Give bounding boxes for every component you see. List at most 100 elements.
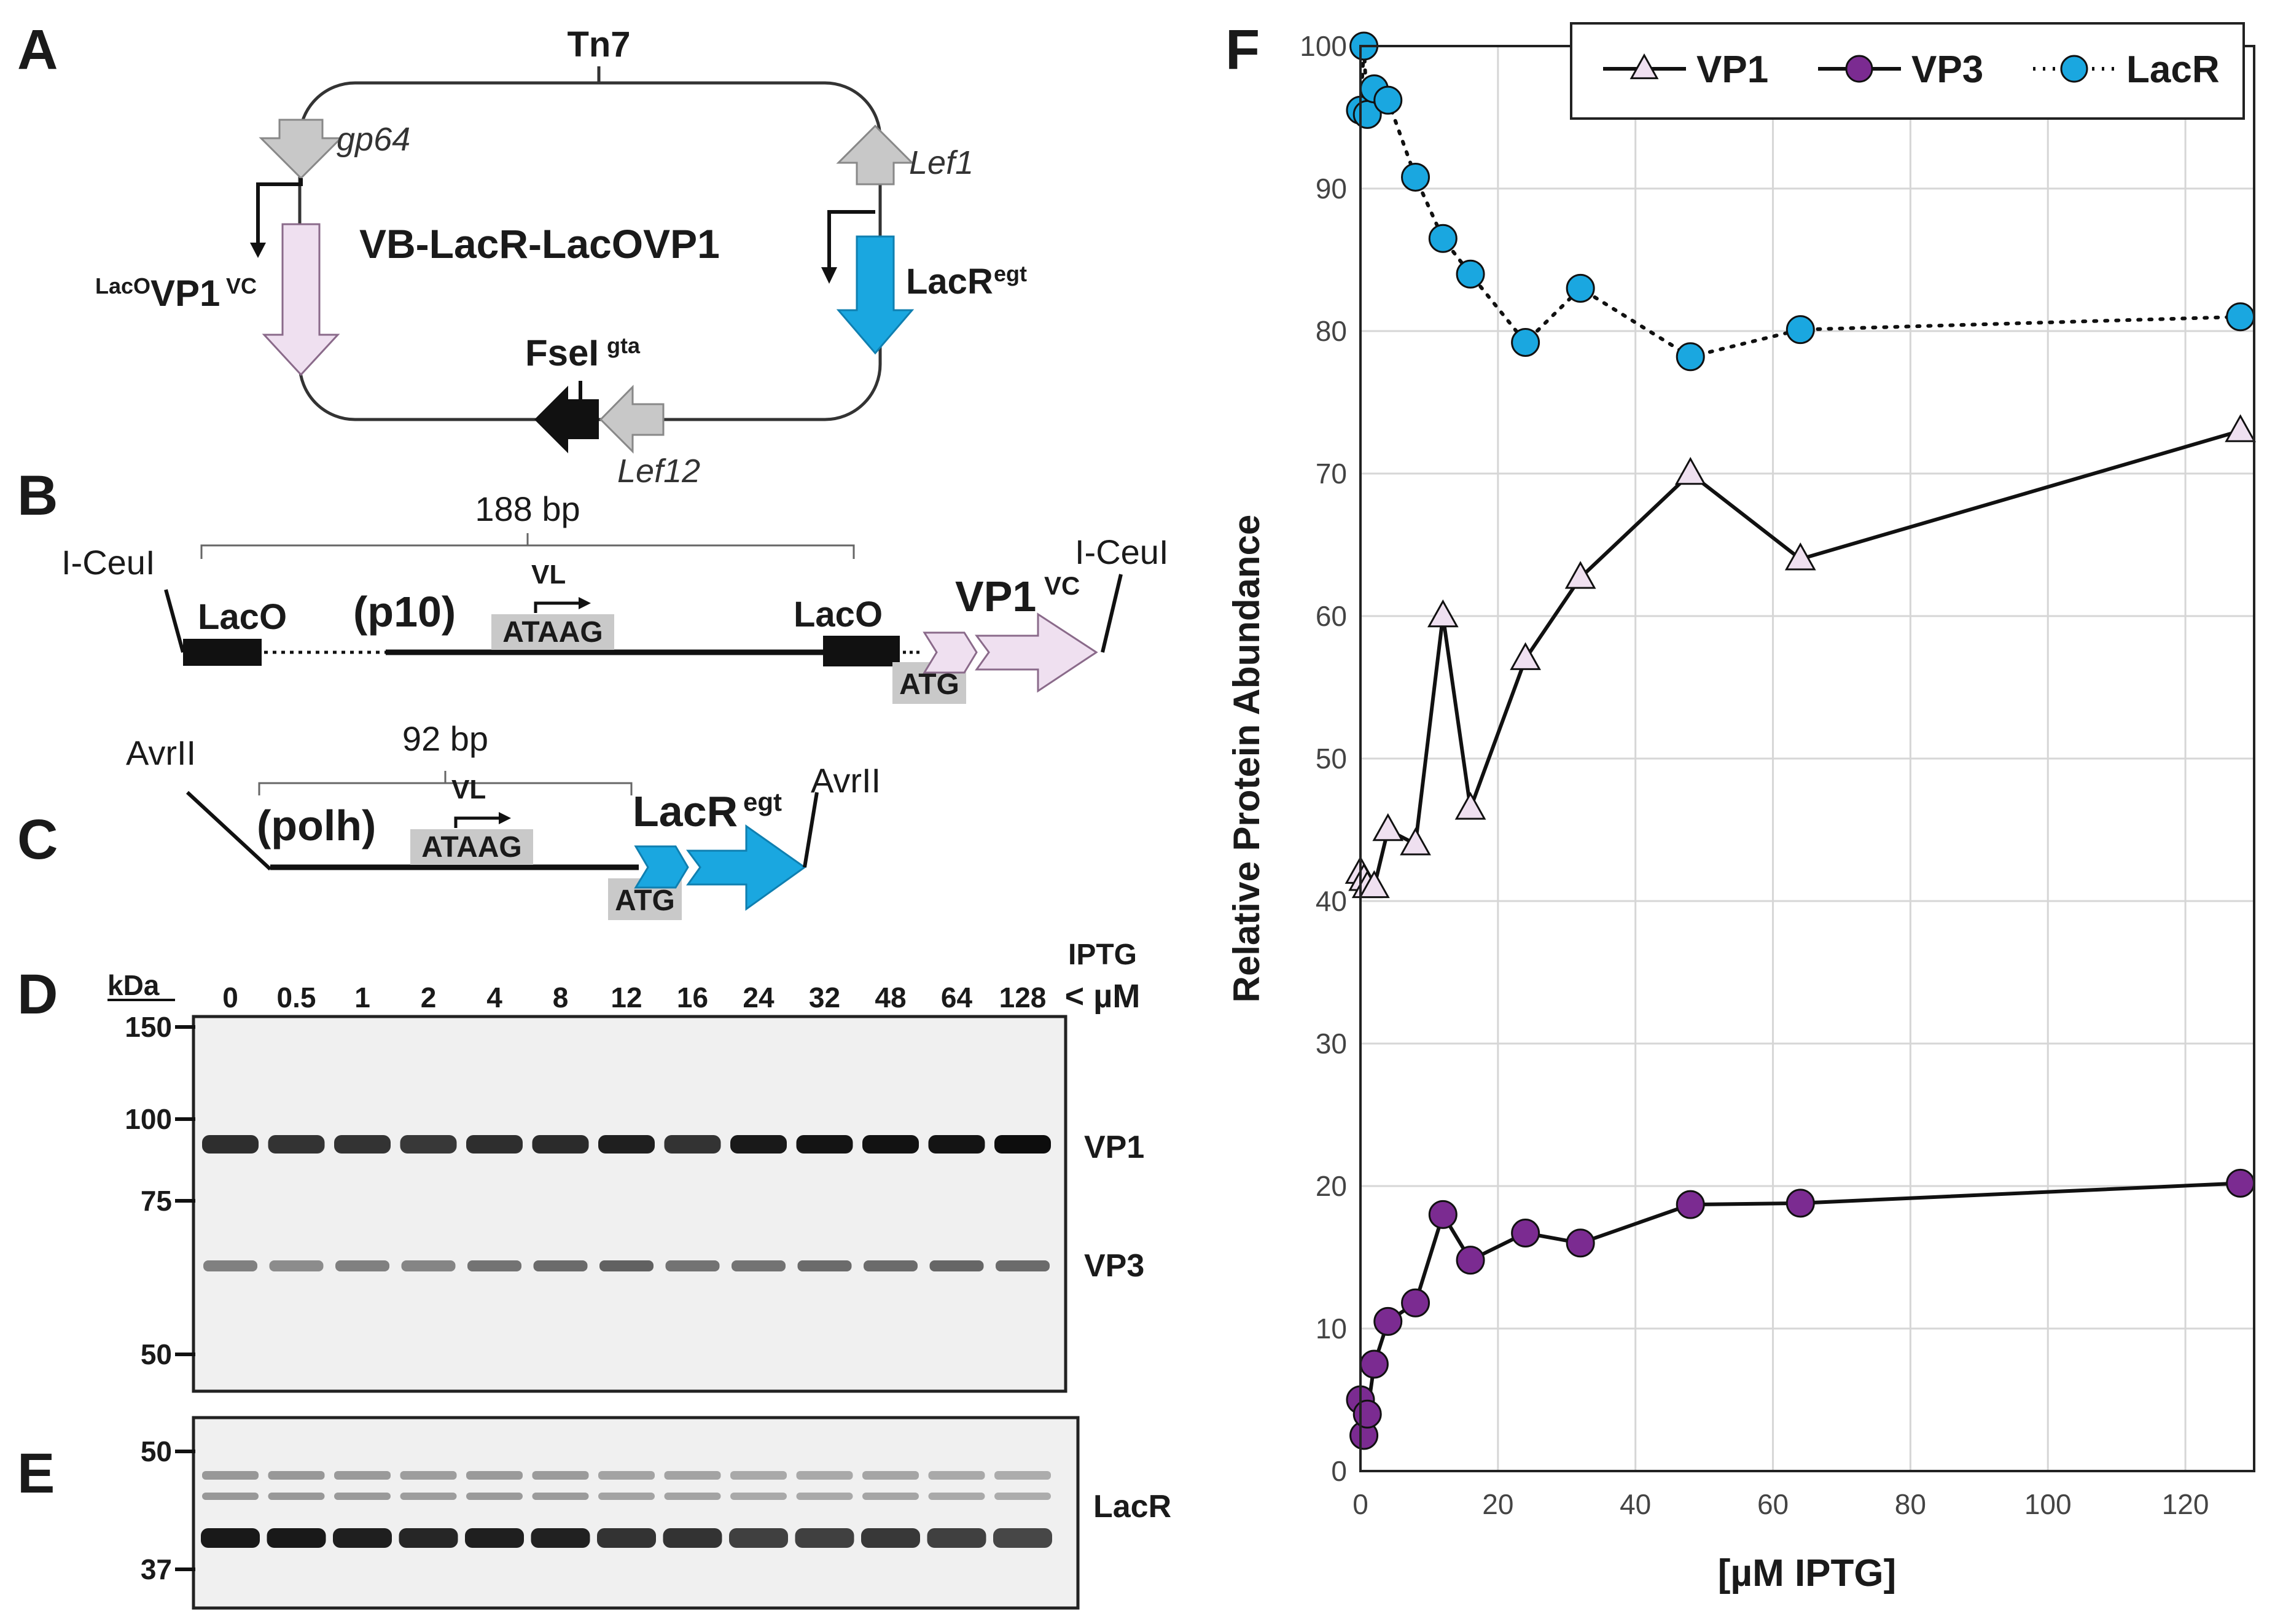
legend-marker (1845, 55, 1873, 83)
lane-label: 8 (553, 982, 569, 1013)
gp64-arrow-icon (259, 119, 343, 180)
faint-band (928, 1493, 985, 1500)
vp1-band (730, 1135, 787, 1154)
legend-label-lacr: LacR (2126, 49, 2220, 91)
laco-left-label: LacO (198, 597, 287, 637)
chart-ticks: 0 10 20 30 40 50 60 70 80 90 100 0 20 40 60 80 100 120 (1300, 30, 2209, 1520)
gel-d (192, 1015, 1067, 1393)
point-vp1 (1427, 599, 1459, 628)
y-tick-label: 70 (1316, 458, 1347, 490)
faint-band (730, 1493, 787, 1500)
lacr-promoter-arrowhead-icon (821, 267, 837, 284)
panel-d: D kDa IPTG < µM 0 0.5 1 2 4 8 12 16 24 32 48 64 128 … (17, 939, 1144, 1393)
lacr-band (597, 1528, 656, 1548)
lef12-label: Lef12 (617, 453, 700, 490)
vp1-b-sup: VC (1044, 571, 1080, 600)
vp1-label-sup: LacO (95, 273, 150, 299)
vp1-band (400, 1135, 457, 1154)
marker-label: 150 (125, 1011, 172, 1043)
faint-band (598, 1493, 655, 1500)
faint-band (928, 1471, 985, 1480)
lacr-band (399, 1528, 458, 1548)
lef1-arrow-icon (836, 124, 915, 185)
iceui-left-cut (164, 589, 185, 653)
bp-92-label: 92 bp (402, 719, 488, 758)
vp1-band-label: VP1 (1084, 1130, 1144, 1165)
lacr-promoter-arrow-icon (827, 210, 875, 270)
point-lacr (1428, 224, 1458, 253)
vp3-band (929, 1260, 984, 1271)
point-lacr (1456, 259, 1485, 289)
lef12-arrow-icon (599, 385, 665, 454)
bracket-188 (200, 544, 855, 559)
vp1-band (994, 1135, 1051, 1154)
vp1-band (598, 1135, 655, 1154)
fsei-label-sup: gta (607, 333, 641, 358)
lane-label: 16 (677, 982, 708, 1013)
faint-band (730, 1471, 787, 1480)
panel-letter-e: E (17, 1442, 55, 1505)
vp3-band (864, 1260, 918, 1271)
vp1-gene-arrow-icon (262, 223, 340, 377)
point-vp1 (1674, 456, 1706, 485)
lacr-band (729, 1528, 788, 1548)
vp3-band (665, 1260, 720, 1271)
lane-label: 2 (421, 982, 437, 1013)
panel-letter-f: F (1225, 18, 1260, 81)
atg-label-c: ATG (615, 884, 675, 917)
iceui-right-cut (1101, 574, 1123, 653)
lacr-start-chevron-icon (634, 845, 689, 889)
panel-c: C 92 bp AvrII (polh) ATAAG VL ATG LacR e… (17, 719, 881, 920)
ataag-box-c (410, 829, 533, 865)
lacr-band (333, 1528, 392, 1548)
panel-letter-d: D (17, 963, 58, 1026)
gp64-label: gp64 (337, 121, 410, 158)
point-vp1 (1510, 642, 1541, 670)
p10-label: (p10) (353, 588, 456, 636)
vl-label-c: VL (451, 775, 486, 805)
legend-marker (1629, 53, 1659, 79)
faint-band (994, 1471, 1051, 1480)
atg-label-b: ATG (899, 668, 959, 701)
vp1-band (796, 1135, 853, 1154)
gel-d-bands (202, 1135, 1051, 1271)
promoter-arrowhead-icon (250, 243, 266, 258)
y-tick-label: 100 (1300, 30, 1347, 62)
faint-band (862, 1471, 919, 1480)
vp1-label-sub: VC (226, 273, 257, 299)
lacr-gene-arrow-c-icon (686, 824, 806, 911)
legend-box (1570, 22, 2245, 120)
vp1-band (202, 1135, 259, 1154)
point-vp1 (1784, 542, 1816, 571)
lane-label: 0 (222, 982, 238, 1013)
lacr-band (993, 1528, 1052, 1548)
faint-band (994, 1493, 1051, 1500)
vp3-band (599, 1260, 654, 1271)
faint-band (532, 1471, 589, 1480)
lacr-label-main: LacR (906, 262, 993, 302)
point-vp3 (1352, 1399, 1382, 1429)
laco-right-box (823, 636, 900, 666)
point-vp3 (1566, 1228, 1595, 1258)
vp1-band (334, 1135, 391, 1154)
lane-label: 4 (486, 982, 502, 1013)
vp1-band (664, 1135, 721, 1154)
lane-label: 0.5 (277, 982, 316, 1013)
marker-label: 50 (141, 1435, 172, 1467)
faint-band (862, 1493, 919, 1500)
iceui-right-label: I-CeuI (1075, 533, 1169, 571)
lacr-band (861, 1528, 920, 1548)
polh-label: (polh) (257, 802, 376, 849)
vp1-label-main: VP1 (150, 273, 220, 314)
plasmid-title: VB-LacR-LacOVP1 (359, 221, 720, 267)
promoter-arrow-icon (256, 178, 303, 246)
lacr-gene-arrow-icon (836, 235, 915, 355)
vp1-band (268, 1135, 325, 1154)
vp3-band (203, 1260, 257, 1271)
gel-e (192, 1416, 1080, 1610)
legend-label-vp1: VP1 (1696, 49, 1768, 91)
point-vp3 (2226, 1168, 2255, 1198)
point-vp3 (1373, 1306, 1403, 1336)
chart-f: 0 10 20 30 40 50 60 70 80 90 100 0 20 40 60 80 100 120 Re… (1226, 22, 2256, 1595)
laco-left-box (183, 639, 262, 666)
